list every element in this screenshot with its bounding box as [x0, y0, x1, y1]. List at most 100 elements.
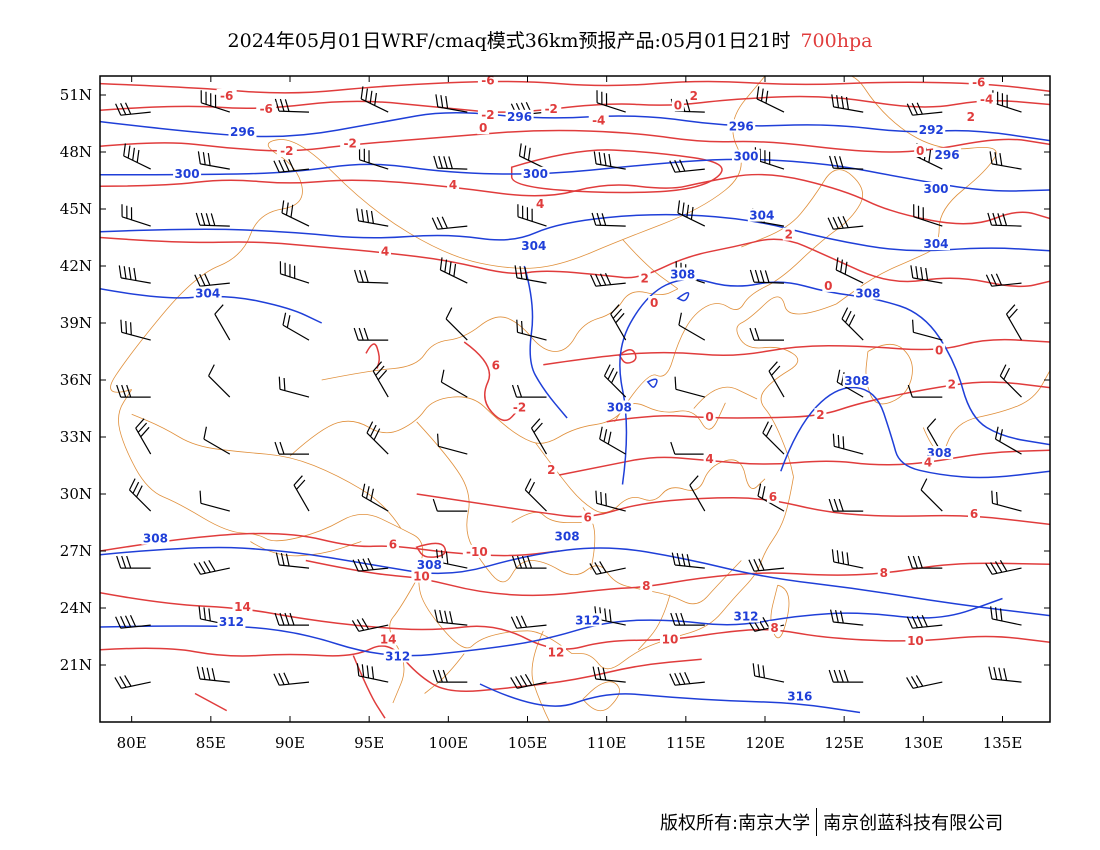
wind-barb — [589, 561, 626, 575]
contour-label-bg — [588, 113, 609, 127]
height-contour-line — [100, 597, 1003, 657]
contour-labels: 296 296 296 292 296 300 300 300 300 304 304 304 304 3… — [141, 76, 997, 703]
copyright-right: 南京创蓝科技有限公司 — [823, 813, 1004, 834]
wind-barb — [445, 307, 468, 341]
height-contour-label: 300 — [923, 182, 948, 196]
contour-label-bg — [964, 109, 977, 123]
wind-barb — [906, 614, 943, 629]
contour-label-bg — [687, 88, 700, 102]
wind-barb — [115, 614, 151, 629]
contour-label-bg — [276, 144, 297, 157]
wind-barb — [677, 200, 706, 227]
wind-barb — [116, 384, 151, 398]
contour-label-bg — [340, 136, 361, 150]
wind-barb — [689, 475, 706, 512]
temperature-contour-label: 2 — [640, 271, 648, 285]
height-contour-label: 300 — [175, 167, 200, 181]
lat-tick-label: 30N — [60, 485, 92, 503]
lon-tick-label: 105E — [508, 734, 548, 752]
contour-label-bg — [668, 267, 697, 281]
temperature-contour-loop — [510, 149, 723, 194]
height-contour-label: 308 — [417, 558, 442, 572]
wind-barbs — [114, 86, 1023, 689]
wind-barb — [828, 669, 864, 683]
wind-barb — [987, 212, 1022, 227]
copyright-left: 版权所有:南京大学 — [660, 813, 811, 834]
boundary-line — [582, 681, 620, 712]
temperature-contour-label: 2 — [547, 463, 555, 477]
wind-barb — [353, 327, 389, 341]
contour-label-bg — [822, 278, 835, 292]
temperature-contour-label: 2 — [948, 378, 956, 392]
boundary-line — [638, 594, 671, 651]
contour-label-bg — [814, 408, 827, 422]
wind-barb — [670, 441, 705, 455]
contour-label-bg — [383, 649, 412, 663]
wind-barb — [603, 364, 627, 398]
wind-barb — [591, 212, 626, 227]
wind-barb — [372, 361, 389, 398]
wind-barb — [768, 361, 785, 398]
wind-barb — [671, 552, 705, 569]
wind-barb — [432, 669, 468, 683]
contour-label-bg — [648, 296, 661, 309]
wind-barb — [121, 204, 151, 227]
contour-label-bg — [173, 166, 202, 180]
wind-barb — [678, 312, 706, 341]
contour-label-bg — [976, 92, 997, 106]
temperature-contour-label: -6 — [260, 102, 273, 116]
contour-label-bg — [917, 123, 946, 137]
contour-label-bg — [945, 377, 958, 391]
contour-label-bg — [545, 463, 558, 477]
contour-label-bg — [766, 489, 779, 503]
temperature-contour-label: 2 — [967, 110, 975, 124]
contour-label-bg — [782, 227, 795, 241]
lon-tick-label: 90E — [275, 734, 305, 752]
contour-label-bg — [747, 208, 776, 222]
contour-label-bg — [638, 271, 651, 285]
temperature-contour-line — [194, 692, 228, 712]
wind-barb — [514, 265, 547, 284]
height-contour-label: 312 — [575, 613, 600, 627]
wind-barb — [831, 94, 864, 113]
temperature-contour-label: -2 — [513, 401, 526, 415]
wind-barb — [128, 478, 152, 512]
height-contour-label: 312 — [219, 615, 244, 629]
wind-barb — [203, 426, 231, 455]
temperature-contour-line — [100, 95, 1050, 113]
wind-barb — [518, 143, 547, 170]
contour-label-bg — [232, 600, 253, 613]
wind-barb — [431, 216, 468, 230]
wind-barb — [832, 433, 864, 455]
temperature-contour-label: -2 — [481, 108, 494, 122]
height-contour-label: 300 — [733, 150, 758, 164]
contour-label-bg — [216, 88, 237, 102]
wind-barb — [906, 102, 943, 116]
contour-label-bg — [842, 373, 871, 387]
contour-label-bg — [217, 615, 246, 629]
wind-barb — [275, 552, 310, 569]
contour-label-bg — [256, 102, 277, 116]
temperature-contour-label: -6 — [972, 76, 985, 90]
wind-barb — [920, 478, 943, 512]
boundary-line — [118, 389, 573, 654]
wind-barb — [358, 147, 389, 170]
height-contour-label: 308 — [143, 532, 168, 546]
contour-label-bg — [922, 237, 950, 251]
boundary-line — [424, 653, 465, 694]
wind-barb — [749, 327, 784, 341]
temperature-contour-line — [352, 655, 386, 719]
wind-barb — [281, 200, 310, 227]
contour-label-bg — [386, 537, 399, 551]
contour-label-bg — [411, 569, 432, 583]
lat-tick-label: 36N — [60, 371, 92, 389]
title-level: 700hpa — [800, 30, 873, 52]
wind-barb — [907, 384, 943, 398]
wind-barb — [361, 483, 389, 512]
wind-barb — [991, 490, 1022, 512]
contour-label-bg — [378, 632, 399, 646]
wind-barb — [115, 102, 151, 116]
wind-barb — [999, 364, 1022, 398]
wind-barb — [830, 609, 864, 626]
